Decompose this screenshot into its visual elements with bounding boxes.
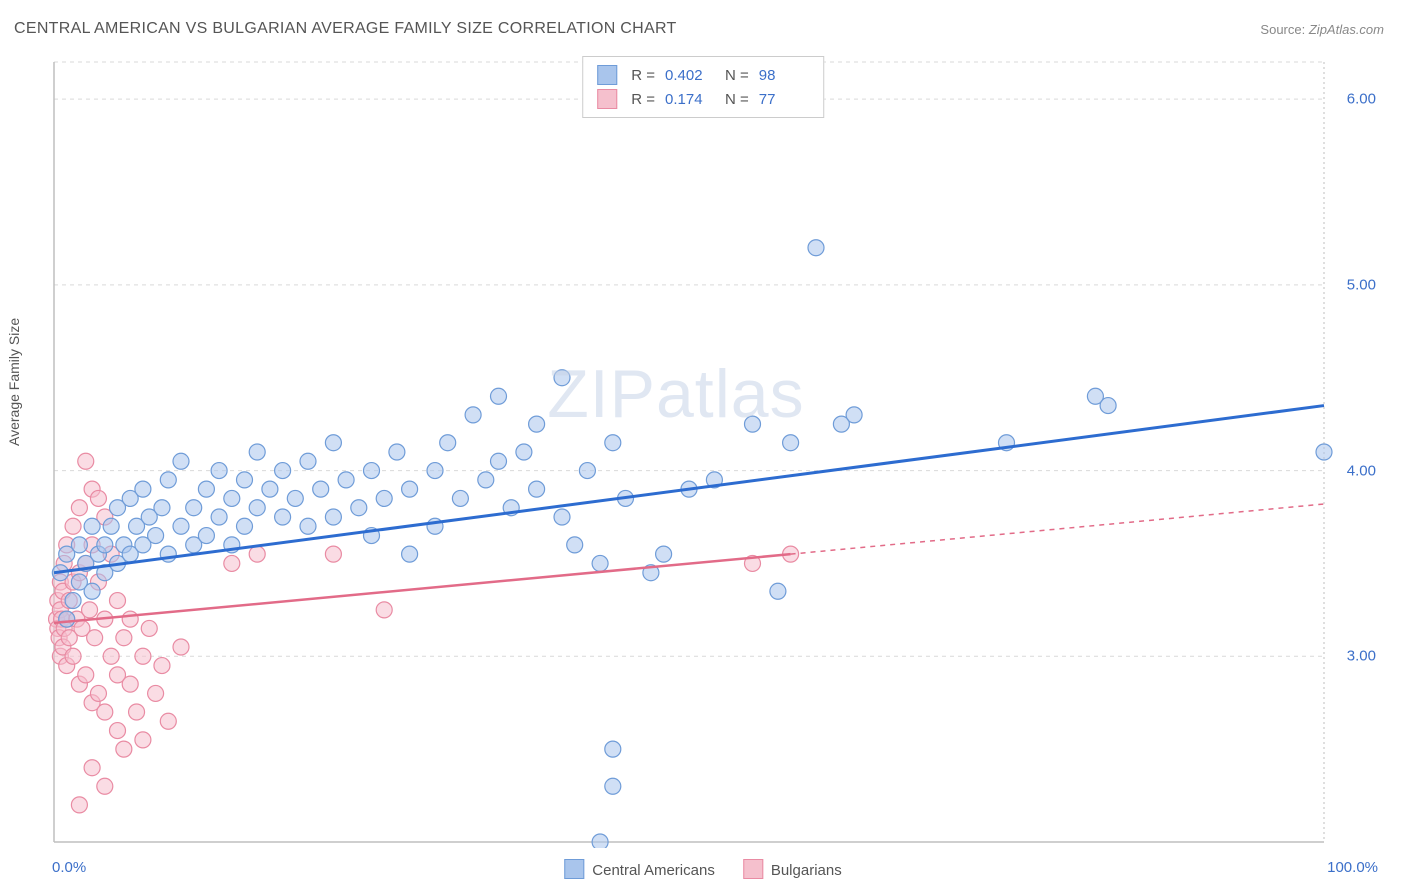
swatch-series2 [597,89,617,109]
n-value-series2: 77 [759,91,809,108]
x-axis-min-label: 0.0% [52,859,86,876]
source-attribution: Source: ZipAtlas.com [1260,22,1384,37]
y-tick-label: 5.00 [1347,276,1376,293]
n-label: N = [725,67,749,84]
legend-label-series2: Bulgarians [771,862,842,879]
swatch-series2-bottom [743,859,763,879]
n-value-series1: 98 [759,67,809,84]
source-value: ZipAtlas.com [1309,22,1384,37]
legend-item-series2: Bulgarians [743,860,842,880]
swatch-series1 [597,65,617,85]
legend-item-series1: Central Americans [564,860,715,880]
y-tick-label: 4.00 [1347,462,1376,479]
legend-label-series1: Central Americans [592,862,715,879]
n-label: N = [725,91,749,108]
r-label: R = [631,67,655,84]
y-axis-label: Average Family Size [6,318,22,446]
stats-row-series1: R = 0.402 N = 98 [597,63,809,87]
r-value-series2: 0.174 [665,91,715,108]
source-label: Source: [1260,22,1305,37]
chart-title: CENTRAL AMERICAN VS BULGARIAN AVERAGE FA… [14,20,677,38]
stats-legend-box: R = 0.402 N = 98 R = 0.174 N = 77 [582,56,824,118]
y-tick-label: 6.00 [1347,91,1376,108]
r-label: R = [631,91,655,108]
x-axis-max-label: 100.0% [1327,859,1378,876]
chart-container: CENTRAL AMERICAN VS BULGARIAN AVERAGE FA… [0,0,1406,892]
scatter-plot-svg [48,52,1384,848]
swatch-series1-bottom [564,859,584,879]
r-value-series1: 0.402 [665,67,715,84]
plot-area: ZIPatlas 3.004.005.006.00 [48,52,1384,848]
bottom-legend: Central Americans Bulgarians [564,860,841,880]
y-tick-label: 3.00 [1347,648,1376,665]
stats-row-series2: R = 0.174 N = 77 [597,87,809,111]
